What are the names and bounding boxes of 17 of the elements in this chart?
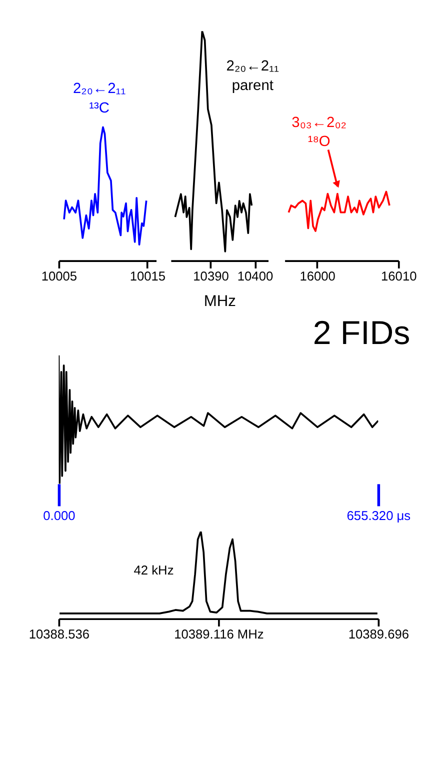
x-tick-label: 16010 xyxy=(381,268,417,284)
x-tick-label: 10005 xyxy=(41,268,78,284)
x-tick-label: 655.320 μs xyxy=(346,508,411,523)
x-tick-label: 10390 xyxy=(193,268,229,284)
x-tick-label: 10389.116 MHz xyxy=(174,626,264,642)
annotation: 3₀₃←2₀₂ ¹⁸O xyxy=(292,114,347,150)
x-tick-label: 10388.536 xyxy=(28,626,90,642)
x-tick-label: 10015 xyxy=(130,268,166,284)
annotation: 2₂₀←2₁₁ parent xyxy=(226,58,280,94)
x-tick-label: 10389.696 xyxy=(348,626,410,642)
x-tick-label: 0.000 xyxy=(43,508,76,523)
annotation: 2₂₀←2₁₁ ¹³C xyxy=(72,81,126,117)
annotation: 42 kHz xyxy=(134,562,174,578)
x-axis-title: MHz xyxy=(204,293,236,310)
chart-title: 2 FIDs xyxy=(312,315,410,352)
x-tick-label: 16000 xyxy=(300,268,336,284)
x-tick-label: 10400 xyxy=(237,268,274,284)
